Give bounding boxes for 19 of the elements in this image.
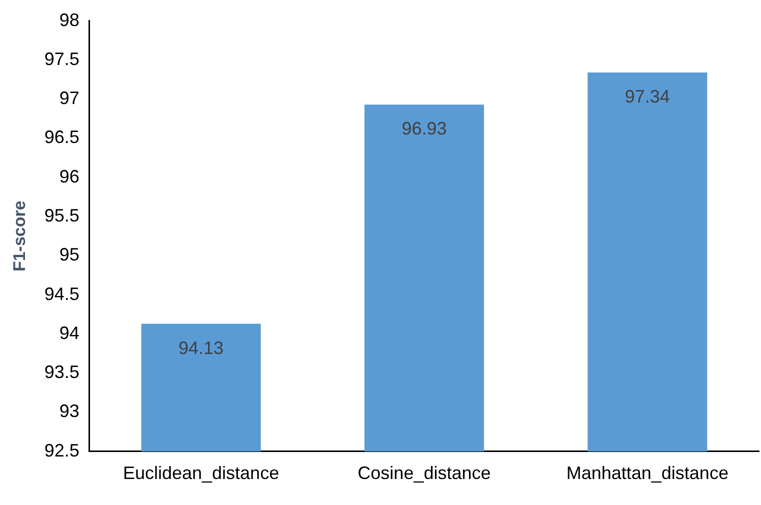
y-axis-title: F1-score <box>10 200 29 272</box>
y-tick-label: 97 <box>59 88 80 108</box>
y-tick-label: 97.5 <box>44 48 80 69</box>
data-label: 96.93 <box>402 118 447 139</box>
y-tick-label: 94.5 <box>44 284 80 304</box>
y-tick-label: 94 <box>59 322 80 343</box>
x-tick-label: Cosine_distance <box>358 463 491 484</box>
y-tick-label: 92.5 <box>44 440 80 460</box>
data-label: 94.13 <box>178 338 224 358</box>
x-tick-label: Euclidean_distance <box>122 463 280 484</box>
y-tick-label: 95 <box>59 244 80 265</box>
y-tick-label: 96 <box>59 166 80 186</box>
y-tick-label: 98 <box>59 10 80 30</box>
x-tick-label: Manhattan_distance <box>566 463 728 484</box>
y-tick-label: 93 <box>59 401 80 422</box>
y-tick-label: 93.5 <box>44 362 80 382</box>
data-label: 97.34 <box>624 86 670 106</box>
y-tick-label: 95.5 <box>44 205 80 226</box>
y-tick-label: 96.5 <box>44 127 80 148</box>
